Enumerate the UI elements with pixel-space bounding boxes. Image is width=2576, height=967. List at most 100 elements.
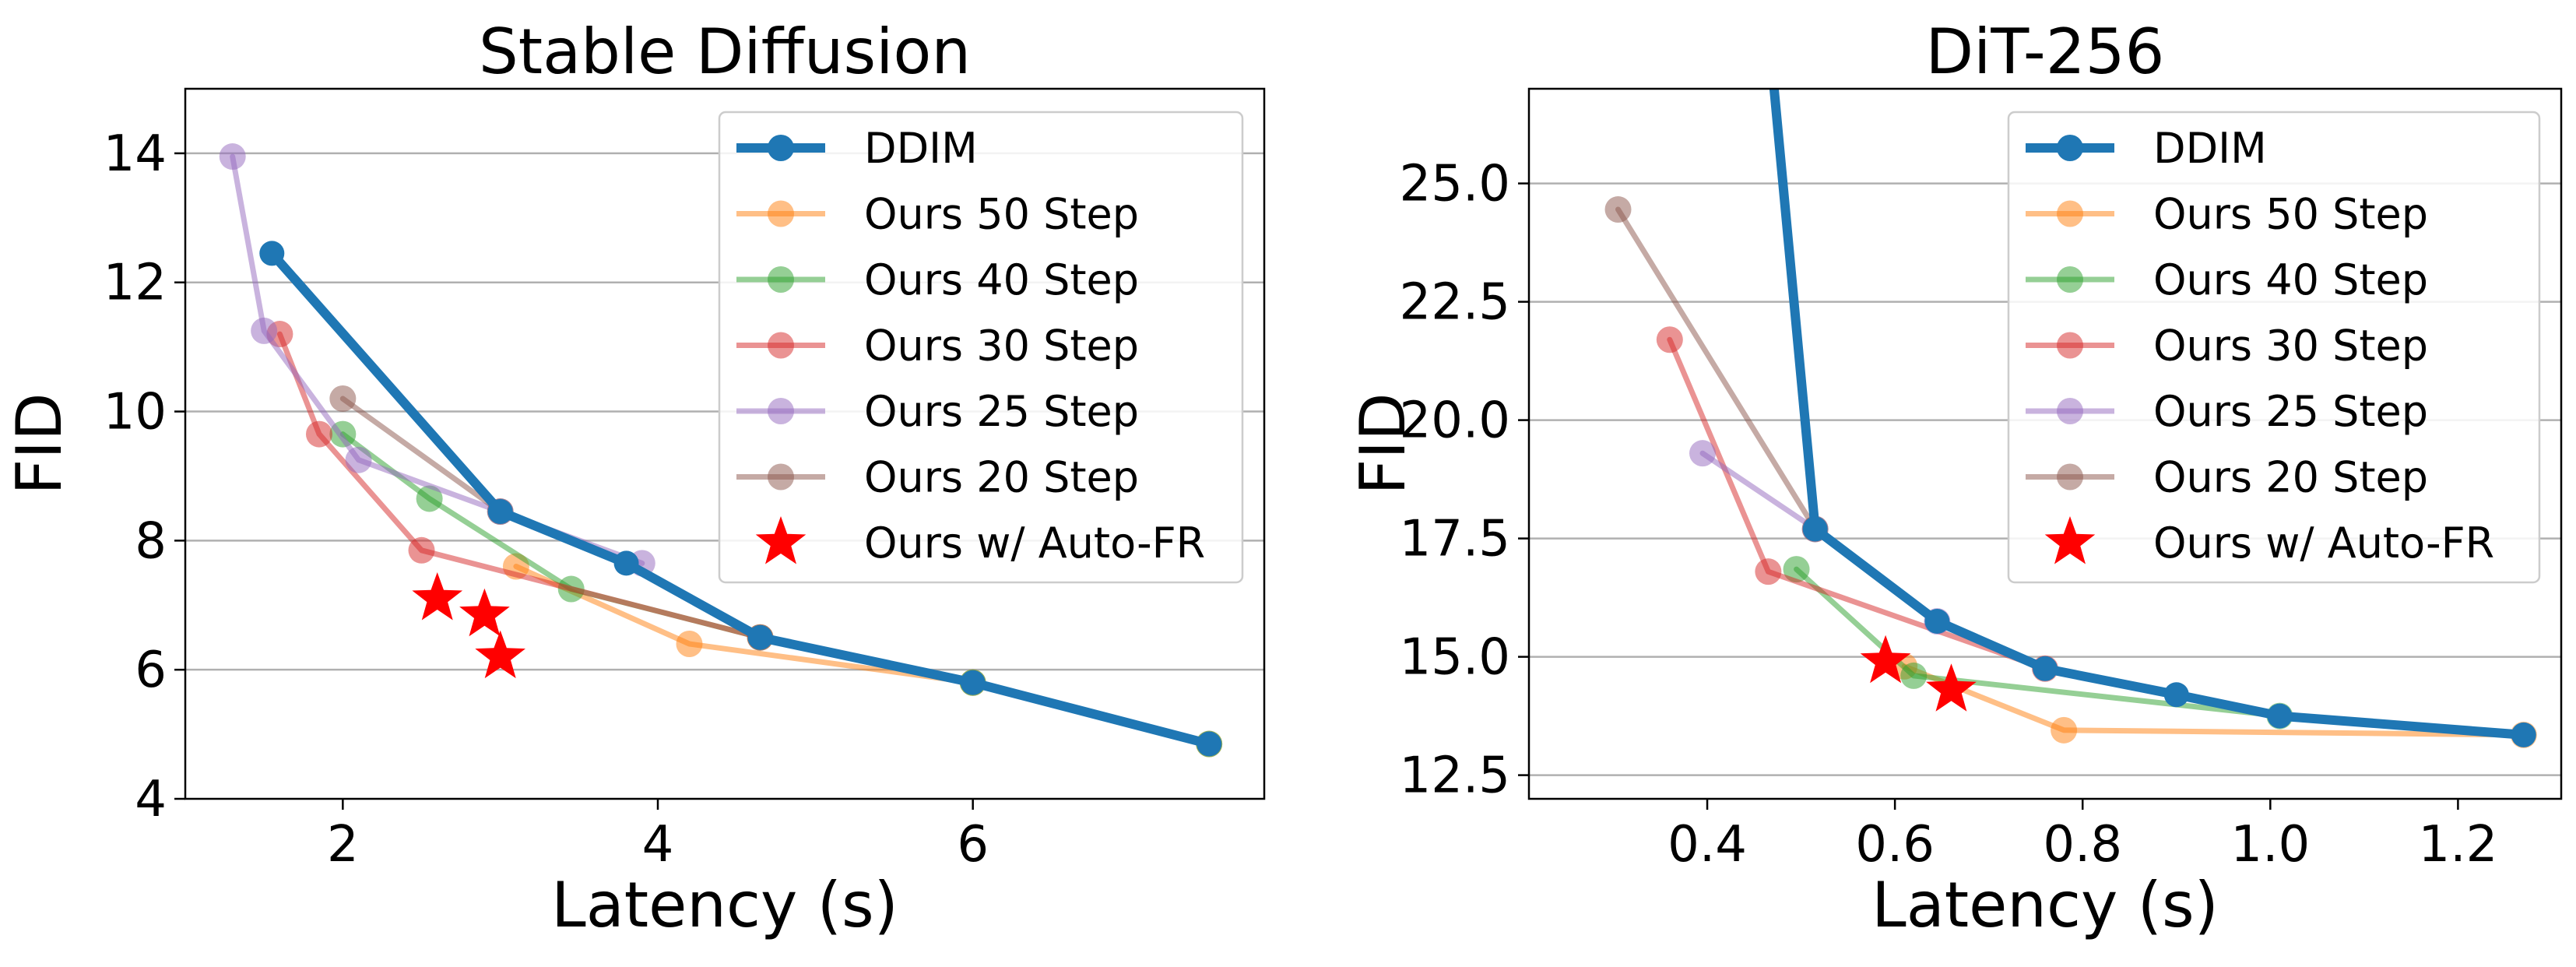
chart1-series-ddim-point [747,624,773,650]
chart2-legend-entry-ours-40-step-marker [2057,266,2083,293]
chart2-series-ours-30-step-point [1656,326,1683,353]
chart1-legend-entry-ours-40-step-marker [768,266,794,293]
chart2-series-ours-50-step-point [2051,716,2078,744]
chart1-series-ours-w-auto-fr-point [459,588,510,637]
chart2-legend-entry-ddim-marker [2057,135,2083,161]
chart1-ytick-label: 8 [135,512,167,570]
chart2-series-ours-25-step-point [1689,440,1717,467]
chart2-ytick-label: 12.5 [1400,747,1511,805]
chart2-series-ours-40-step-point [1783,556,1810,583]
chart2-xtick-label: 0.8 [2043,816,2122,874]
chart1-legend-entry-ours-30-step-label: Ours 30 Step [864,322,1139,371]
chart2-xlabel: Latency (s) [1871,869,2219,941]
chart2-legend-entry-ours-50-step: Ours 50 Step [2026,190,2428,239]
chart2-legend-entry-ours-30-step-label: Ours 30 Step [2153,322,2428,371]
chart1-series-ours-25-step [219,143,655,577]
chart2-legend-entry-ours-40-step-label: Ours 40 Step [2153,255,2428,304]
chart1-legend-entry-ours-40-step: Ours 40 Step [736,255,1139,304]
chart2-series-ours-w-auto-fr-point [1926,663,1977,712]
chart1-stable-diffusion: Stable Diffusion 4 6 8 10 12 14 2 4 6 Latency (s) F… [3,16,1266,941]
chart1-legend: DDIM Ours 50 Step Ours 40 Step Ours 30 Step… [718,111,1244,584]
chart1-series-ddim-point [259,241,285,266]
chart2-series-ours-w-auto-fr [1860,635,1977,712]
chart1-series-ddim-point [960,670,986,695]
chart2-series-ddim-point [2511,722,2536,747]
chart2-legend-entry-ours-50-step-label: Ours 50 Step [2153,190,2428,239]
chart2-xtick-label: 0.6 [1855,816,1935,874]
chart1-series-ours-20-step-line [339,396,504,515]
chart2-legend-entry-ours-30-step-marker [2057,332,2083,359]
chart1-series-ours-w-auto-fr-point [412,572,463,621]
chart1-series-ours-30-step-point [305,420,332,448]
chart2-legend-box [2007,111,2541,584]
chart2-series-ours-30-step-point [1755,558,1782,585]
chart2-title: DiT-256 [1926,16,2165,88]
chart1-plot-area [219,143,1223,758]
chart2-ytick-label: 15.0 [1400,629,1511,687]
chart1-series-ddim-point [487,499,513,525]
chart1-xtick-label: 6 [957,816,989,874]
chart1-series-ours-40-step-point [416,485,443,512]
chart2-series-ddim-point [2267,703,2293,729]
chart2-series-ours-20-step [1604,196,1829,543]
chart2-series-ddim-point [1802,516,1828,542]
chart1-ytick-label: 14 [104,125,167,183]
chart2-legend-entry-ours-25-step-label: Ours 25 Step [2153,387,2428,436]
chart2-ytick-label: 22.5 [1400,274,1511,332]
chart1-legend-entry-ours-25-step: Ours 25 Step [736,387,1139,436]
chart2-legend-entry-ours-w-auto-fr: Ours w/ Auto-FR [2044,516,2494,568]
chart1-series-ddim [259,241,1222,757]
chart1-ytick-label: 6 [135,642,167,699]
chart1-legend-box [718,111,1244,584]
chart1-series-ddim-point [1197,731,1222,757]
chart2-legend-entry-ours-w-auto-fr-label: Ours w/ Auto-FR [2153,519,2494,568]
chart1-ytick-label: 12 [104,255,167,312]
chart2-xtick-label: 1.0 [2230,816,2310,874]
chart2-legend-entry-ours-25-step-marker [2057,398,2083,424]
chart2-series-ddim-point [1924,609,1950,634]
chart1-legend-entry-ours-w-auto-fr-marker [755,516,807,564]
chart2-axes-frame [1527,87,2563,800]
chart1-legend-entry-ours-20-step: Ours 20 Step [736,453,1139,502]
chart1-ytick-label: 10 [104,384,167,441]
chart1-legend-entry-ours-w-auto-fr-label: Ours w/ Auto-FR [864,519,1205,568]
chart1-series-ours-25-step-point [219,143,246,171]
chart2-ytick-label: 25.0 [1400,156,1511,213]
chart1-legend-entry-ours-40-step-label: Ours 40 Step [864,255,1139,304]
chart2-ylabel: FID [1347,392,1419,494]
chart2-legend-entry-ddim-label: DDIM [2153,124,2267,173]
chart2-series-ddim [1769,89,2536,747]
chart1-series-ours-30-step-point [408,536,435,564]
chart2-series-ours-30-step [1656,326,2058,682]
chart1-series-ours-20-step-point [329,385,357,412]
chart1-xtick-label: 2 [327,816,359,874]
chart2-ytick-label: 17.5 [1400,511,1511,568]
chart2-series-ddim-point [2163,682,2189,708]
chart2-legend: DDIM Ours 50 Step Ours 40 Step Ours 30 Step… [2007,111,2541,584]
chart1-legend-entry-ours-20-step-label: Ours 20 Step [864,453,1139,502]
chart2-legend-entry-ours-20-step-marker [2057,463,2083,491]
chart1-series-ours-25-step-point [345,446,372,473]
chart1-series-ours-25-step-point [251,317,278,344]
chart2-series-ours-40-step-line [1794,566,2283,719]
chart1-legend-entry-ddim-label: DDIM [864,124,978,173]
chart2-legend-entry-ours-w-auto-fr-marker [2044,516,2096,564]
chart2-plot-area [1604,89,2537,748]
chart1-legend-entry-ours-30-step: Ours 30 Step [736,322,1139,371]
chart1-ytick-label: 4 [135,771,167,828]
chart2-ytick-label: 20.0 [1400,392,1511,450]
chart1-legend-entry-ours-25-step-label: Ours 25 Step [864,387,1139,436]
chart1-legend-entry-ours-50-step-label: Ours 50 Step [864,190,1139,239]
chart1-ylabel: FID [3,392,76,494]
chart1-legend-entry-ours-50-step-marker [768,200,794,227]
chart2-legend-entry-ddim: DDIM [2026,124,2267,173]
chart2-series-ddim-point [2033,656,2058,681]
chart1-xtick-label: 4 [642,816,674,874]
chart1-series-ours-w-auto-fr [412,572,525,679]
chart1-title: Stable Diffusion [479,16,971,88]
chart2-series-ours-40-step-point [1900,662,1928,689]
chart2-legend-entry-ours-40-step: Ours 40 Step [2026,255,2428,304]
chart1-legend-entry-ddim-marker [768,135,794,161]
chart2-legend-entry-ours-20-step-label: Ours 20 Step [2153,453,2428,502]
